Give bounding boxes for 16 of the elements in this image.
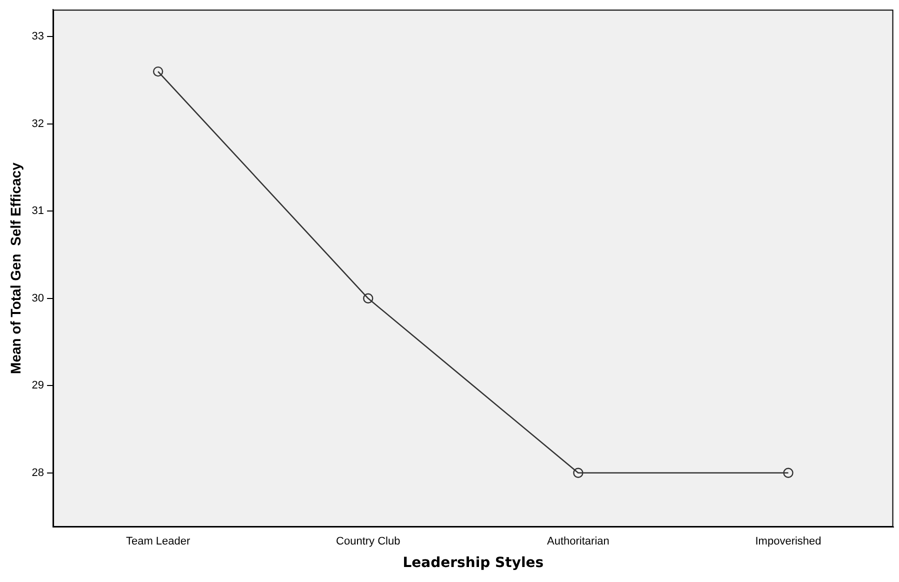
x-tick-label: Impoverished [755, 536, 822, 548]
y-tick-label: 28 [32, 466, 44, 479]
y-tick-label: 32 [32, 118, 44, 130]
x-tick-label: Country Club [336, 536, 400, 548]
point [363, 293, 374, 304]
point [573, 468, 584, 478]
x-tick-label: Authoritarian [547, 536, 610, 548]
point [152, 66, 164, 77]
y-tick-label: 31 [32, 205, 44, 218]
x-axis-title: Leadership Styles [402, 555, 544, 572]
x-tick-label: Team Leader [126, 536, 190, 548]
y-tick-label: 33 [32, 30, 44, 43]
point [783, 468, 794, 478]
y-axis-title: Mean of Total Gen Self Efficacy [7, 162, 24, 374]
y-tick-label: 29 [32, 380, 44, 392]
y-tick-label: 30 [32, 292, 44, 304]
